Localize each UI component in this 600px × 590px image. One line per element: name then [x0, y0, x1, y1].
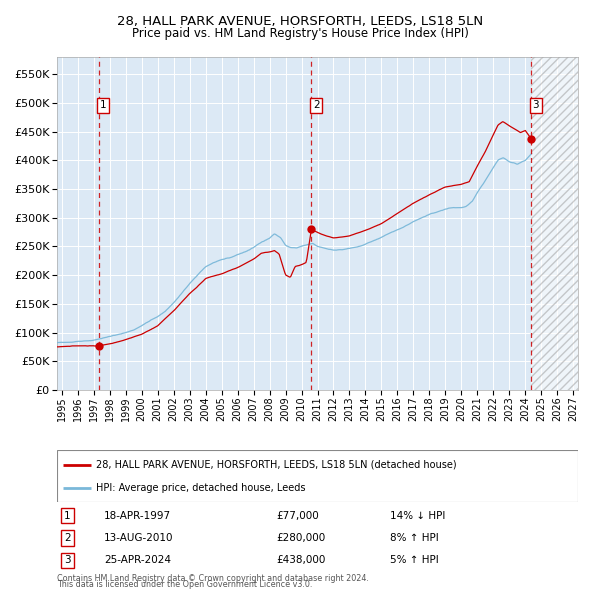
Text: 3: 3 — [64, 555, 71, 565]
Text: £77,000: £77,000 — [276, 510, 319, 520]
Text: 13-AUG-2010: 13-AUG-2010 — [104, 533, 173, 543]
Bar — [531, 57, 578, 390]
Text: 8% ↑ HPI: 8% ↑ HPI — [391, 533, 439, 543]
Text: 25-APR-2024: 25-APR-2024 — [104, 555, 171, 565]
Text: 28, HALL PARK AVENUE, HORSFORTH, LEEDS, LS18 5LN (detached house): 28, HALL PARK AVENUE, HORSFORTH, LEEDS, … — [96, 460, 457, 470]
Text: 5% ↑ HPI: 5% ↑ HPI — [391, 555, 439, 565]
Text: Contains HM Land Registry data © Crown copyright and database right 2024.: Contains HM Land Registry data © Crown c… — [57, 574, 369, 583]
Bar — [531, 57, 578, 390]
Text: Price paid vs. HM Land Registry's House Price Index (HPI): Price paid vs. HM Land Registry's House … — [131, 27, 469, 40]
Text: 14% ↓ HPI: 14% ↓ HPI — [391, 510, 446, 520]
Text: 28, HALL PARK AVENUE, HORSFORTH, LEEDS, LS18 5LN: 28, HALL PARK AVENUE, HORSFORTH, LEEDS, … — [117, 15, 483, 28]
Text: 2: 2 — [313, 100, 320, 110]
Text: 2: 2 — [64, 533, 71, 543]
Text: 1: 1 — [64, 510, 71, 520]
Text: £438,000: £438,000 — [276, 555, 325, 565]
Text: 3: 3 — [532, 100, 539, 110]
Text: 18-APR-1997: 18-APR-1997 — [104, 510, 171, 520]
Text: £280,000: £280,000 — [276, 533, 325, 543]
Text: HPI: Average price, detached house, Leeds: HPI: Average price, detached house, Leed… — [96, 483, 305, 493]
Text: 1: 1 — [100, 100, 107, 110]
Text: This data is licensed under the Open Government Licence v3.0.: This data is licensed under the Open Gov… — [57, 580, 313, 589]
